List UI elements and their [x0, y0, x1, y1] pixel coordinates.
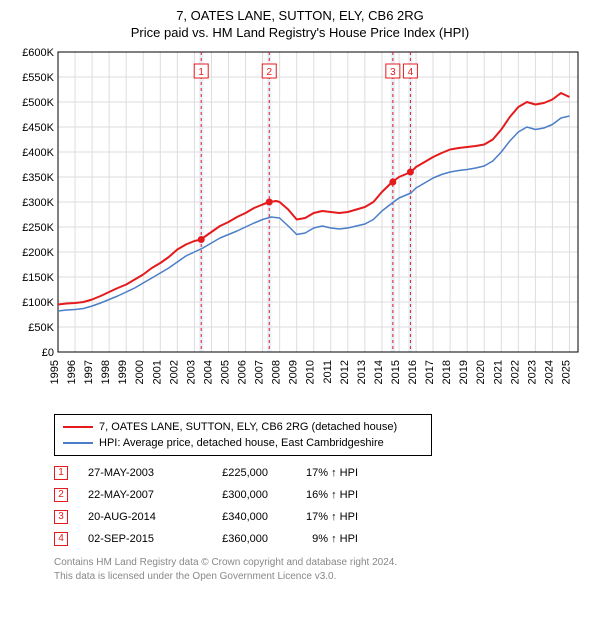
- svg-text:£400K: £400K: [22, 147, 54, 159]
- sale-price: £360,000: [198, 528, 268, 550]
- svg-text:£250K: £250K: [22, 222, 54, 234]
- svg-text:2018: 2018: [441, 360, 453, 384]
- svg-text:1999: 1999: [117, 360, 129, 384]
- chart-title: 7, OATES LANE, SUTTON, ELY, CB6 2RG: [12, 8, 588, 23]
- legend-label: 7, OATES LANE, SUTTON, ELY, CB6 2RG (det…: [99, 419, 397, 435]
- legend-label: HPI: Average price, detached house, East…: [99, 435, 384, 451]
- svg-text:2009: 2009: [288, 360, 300, 384]
- svg-text:2012: 2012: [339, 360, 351, 384]
- svg-text:2015: 2015: [390, 360, 402, 384]
- sale-pct-vs-hpi: 17% ↑ HPI: [288, 462, 358, 484]
- svg-text:£150K: £150K: [22, 272, 54, 284]
- chart-subtitle: Price paid vs. HM Land Registry's House …: [12, 25, 588, 40]
- svg-text:£600K: £600K: [22, 47, 54, 59]
- svg-text:2006: 2006: [237, 360, 249, 384]
- legend-row: HPI: Average price, detached house, East…: [63, 435, 423, 451]
- sales-row: 4 02-SEP-2015 £360,000 9% ↑ HPI: [54, 528, 588, 550]
- svg-text:2013: 2013: [356, 360, 368, 384]
- svg-text:£100K: £100K: [22, 297, 54, 309]
- svg-text:2007: 2007: [254, 360, 266, 384]
- svg-text:£300K: £300K: [22, 197, 54, 209]
- sale-price: £225,000: [198, 462, 268, 484]
- svg-text:2: 2: [266, 67, 272, 78]
- svg-text:£200K: £200K: [22, 247, 54, 259]
- legend: 7, OATES LANE, SUTTON, ELY, CB6 2RG (det…: [54, 414, 432, 456]
- svg-text:£350K: £350K: [22, 172, 54, 184]
- svg-text:2000: 2000: [134, 360, 146, 384]
- svg-text:4: 4: [408, 67, 414, 78]
- sales-row: 1 27-MAY-2003 £225,000 17% ↑ HPI: [54, 462, 588, 484]
- footer-line-2: This data is licensed under the Open Gov…: [54, 570, 588, 584]
- svg-text:2001: 2001: [151, 360, 163, 384]
- svg-text:2011: 2011: [322, 360, 334, 384]
- sale-marker-badge: 4: [54, 532, 68, 546]
- sale-date: 27-MAY-2003: [88, 462, 178, 484]
- footer-attribution: Contains HM Land Registry data © Crown c…: [54, 556, 588, 584]
- legend-swatch: [63, 442, 93, 444]
- sale-date: 20-AUG-2014: [88, 506, 178, 528]
- svg-text:1995: 1995: [49, 360, 61, 384]
- svg-text:2019: 2019: [458, 360, 470, 384]
- svg-text:2010: 2010: [305, 360, 317, 384]
- svg-text:2024: 2024: [543, 360, 555, 384]
- svg-text:1997: 1997: [83, 360, 95, 384]
- svg-text:£550K: £550K: [22, 72, 54, 84]
- svg-text:£50K: £50K: [28, 322, 54, 334]
- svg-text:2020: 2020: [475, 360, 487, 384]
- sale-pct-vs-hpi: 16% ↑ HPI: [288, 484, 358, 506]
- svg-text:2025: 2025: [560, 360, 572, 384]
- sale-marker-badge: 2: [54, 488, 68, 502]
- sale-marker-badge: 3: [54, 510, 68, 524]
- svg-text:2008: 2008: [271, 360, 283, 384]
- svg-text:1998: 1998: [100, 360, 112, 384]
- svg-text:3: 3: [390, 67, 396, 78]
- sale-pct-vs-hpi: 17% ↑ HPI: [288, 506, 358, 528]
- svg-text:£0: £0: [42, 347, 54, 359]
- sale-marker-badge: 1: [54, 466, 68, 480]
- svg-text:2005: 2005: [219, 360, 231, 384]
- price-chart: £0 £50K £100K £150K £200K £250K £300K £350K £400…: [12, 46, 588, 406]
- svg-text:2016: 2016: [407, 360, 419, 384]
- svg-text:2014: 2014: [373, 360, 385, 384]
- svg-text:2017: 2017: [424, 360, 436, 384]
- svg-text:2004: 2004: [202, 360, 214, 384]
- legend-swatch: [63, 426, 93, 428]
- chart-area: £0 £50K £100K £150K £200K £250K £300K £350K £400…: [12, 46, 588, 406]
- sale-date: 22-MAY-2007: [88, 484, 178, 506]
- svg-text:2022: 2022: [509, 360, 521, 384]
- sale-pct-vs-hpi: 9% ↑ HPI: [288, 528, 358, 550]
- sales-table: 1 27-MAY-2003 £225,000 17% ↑ HPI 2 22-MAY-200…: [54, 462, 588, 550]
- svg-text:2023: 2023: [526, 360, 538, 384]
- legend-row: 7, OATES LANE, SUTTON, ELY, CB6 2RG (det…: [63, 419, 423, 435]
- svg-text:2021: 2021: [492, 360, 504, 384]
- svg-text:1: 1: [198, 67, 204, 78]
- sales-row: 3 20-AUG-2014 £340,000 17% ↑ HPI: [54, 506, 588, 528]
- svg-text:2002: 2002: [168, 360, 180, 384]
- svg-text:£500K: £500K: [22, 97, 54, 109]
- svg-text:2003: 2003: [185, 360, 197, 384]
- sale-date: 02-SEP-2015: [88, 528, 178, 550]
- sales-row: 2 22-MAY-2007 £300,000 16% ↑ HPI: [54, 484, 588, 506]
- chart-container: 7, OATES LANE, SUTTON, ELY, CB6 2RG Pric…: [0, 0, 600, 596]
- sale-price: £340,000: [198, 506, 268, 528]
- svg-text:1996: 1996: [66, 360, 78, 384]
- sale-price: £300,000: [198, 484, 268, 506]
- footer-line-1: Contains HM Land Registry data © Crown c…: [54, 556, 588, 570]
- svg-text:£450K: £450K: [22, 122, 54, 134]
